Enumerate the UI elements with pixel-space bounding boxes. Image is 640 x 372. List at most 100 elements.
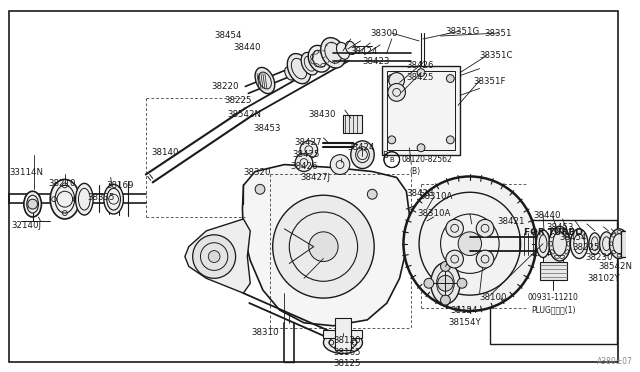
Circle shape: [388, 74, 396, 83]
Text: 38310: 38310: [252, 328, 279, 337]
Ellipse shape: [287, 54, 311, 84]
Text: (B): (B): [410, 167, 420, 176]
Ellipse shape: [351, 141, 374, 169]
Ellipse shape: [321, 38, 346, 68]
Text: 38424: 38424: [348, 143, 375, 152]
Circle shape: [367, 189, 377, 199]
Text: 38310A: 38310A: [417, 209, 451, 218]
Ellipse shape: [76, 183, 93, 215]
Bar: [343, 115, 362, 133]
Text: 32140J: 32140J: [11, 221, 41, 230]
Circle shape: [458, 232, 481, 256]
Circle shape: [255, 185, 265, 194]
Circle shape: [309, 232, 338, 262]
Text: FOR TURBO: FOR TURBO: [524, 228, 583, 237]
Ellipse shape: [589, 233, 600, 254]
Text: 38426: 38426: [406, 61, 434, 70]
Circle shape: [438, 275, 453, 291]
Ellipse shape: [301, 52, 319, 75]
Bar: [323, 330, 362, 338]
Text: B: B: [382, 151, 388, 160]
Bar: [490, 220, 616, 344]
Circle shape: [447, 136, 454, 144]
Text: 38440: 38440: [533, 211, 561, 220]
Ellipse shape: [570, 229, 588, 259]
Text: PLUGプラグ(1): PLUGプラグ(1): [531, 305, 575, 314]
Text: 38100: 38100: [479, 293, 507, 302]
Text: 38542N: 38542N: [598, 263, 633, 272]
Text: 38425: 38425: [406, 73, 434, 81]
Ellipse shape: [308, 45, 331, 72]
Text: 38120: 38120: [333, 336, 361, 345]
Ellipse shape: [104, 185, 124, 214]
Circle shape: [388, 136, 396, 144]
Text: 38225: 38225: [572, 243, 600, 252]
Ellipse shape: [536, 230, 550, 257]
Bar: [382, 66, 460, 155]
Text: 38351G: 38351G: [445, 27, 480, 36]
Text: 00931-11210: 00931-11210: [528, 294, 579, 302]
Text: B: B: [389, 157, 394, 163]
Ellipse shape: [24, 191, 42, 217]
Circle shape: [193, 235, 236, 278]
Circle shape: [330, 155, 350, 174]
Circle shape: [440, 262, 451, 272]
Text: 38154: 38154: [451, 306, 478, 315]
Ellipse shape: [337, 42, 349, 59]
Text: 38351: 38351: [484, 29, 512, 38]
Ellipse shape: [600, 232, 613, 256]
Bar: [540, 262, 567, 280]
Circle shape: [476, 219, 494, 237]
Text: 38440: 38440: [234, 43, 261, 52]
Text: 38140: 38140: [152, 148, 179, 157]
Text: 38421: 38421: [497, 217, 525, 226]
Text: 38351F: 38351F: [474, 77, 506, 86]
Ellipse shape: [346, 41, 356, 54]
Circle shape: [446, 250, 463, 268]
Text: 08120-82562: 08120-82562: [401, 155, 452, 164]
Text: 38430: 38430: [309, 110, 336, 119]
Text: 38125: 38125: [333, 359, 361, 368]
Text: 38453: 38453: [253, 124, 281, 133]
Text: 38453: 38453: [546, 223, 573, 232]
Circle shape: [389, 73, 404, 89]
Text: 38225: 38225: [224, 96, 252, 105]
Ellipse shape: [431, 263, 460, 304]
Ellipse shape: [50, 179, 79, 219]
Polygon shape: [185, 219, 250, 293]
Text: 38220: 38220: [211, 83, 239, 92]
Bar: [335, 318, 351, 350]
Text: 38454: 38454: [214, 31, 242, 40]
Ellipse shape: [549, 227, 570, 261]
Circle shape: [388, 83, 405, 101]
Text: A380±07: A380±07: [596, 357, 632, 366]
Text: 38542N: 38542N: [228, 110, 262, 119]
Ellipse shape: [285, 67, 294, 80]
Text: 38423: 38423: [362, 57, 390, 66]
Circle shape: [417, 69, 425, 77]
Text: 38425: 38425: [292, 150, 320, 159]
Text: 38426: 38426: [291, 161, 318, 171]
Circle shape: [300, 141, 317, 158]
Text: 38351C: 38351C: [479, 51, 513, 60]
Polygon shape: [243, 164, 410, 326]
Text: 38102Y: 38102Y: [587, 275, 620, 283]
Circle shape: [447, 74, 454, 83]
Ellipse shape: [609, 229, 629, 259]
Circle shape: [446, 219, 463, 237]
Text: 38427J: 38427J: [300, 173, 330, 183]
Circle shape: [273, 195, 374, 298]
Text: 38310A: 38310A: [419, 192, 452, 201]
Ellipse shape: [255, 67, 275, 94]
Circle shape: [28, 199, 38, 209]
Circle shape: [424, 278, 434, 288]
Text: 38427: 38427: [294, 138, 322, 147]
Text: 38423: 38423: [406, 189, 434, 198]
Text: 38230: 38230: [585, 253, 612, 262]
Circle shape: [295, 154, 313, 171]
Bar: [543, 254, 563, 262]
Text: 38335: 38335: [87, 193, 115, 202]
Text: 38300: 38300: [371, 29, 398, 38]
Text: 38210: 38210: [48, 179, 76, 188]
Text: 38424: 38424: [351, 47, 378, 56]
